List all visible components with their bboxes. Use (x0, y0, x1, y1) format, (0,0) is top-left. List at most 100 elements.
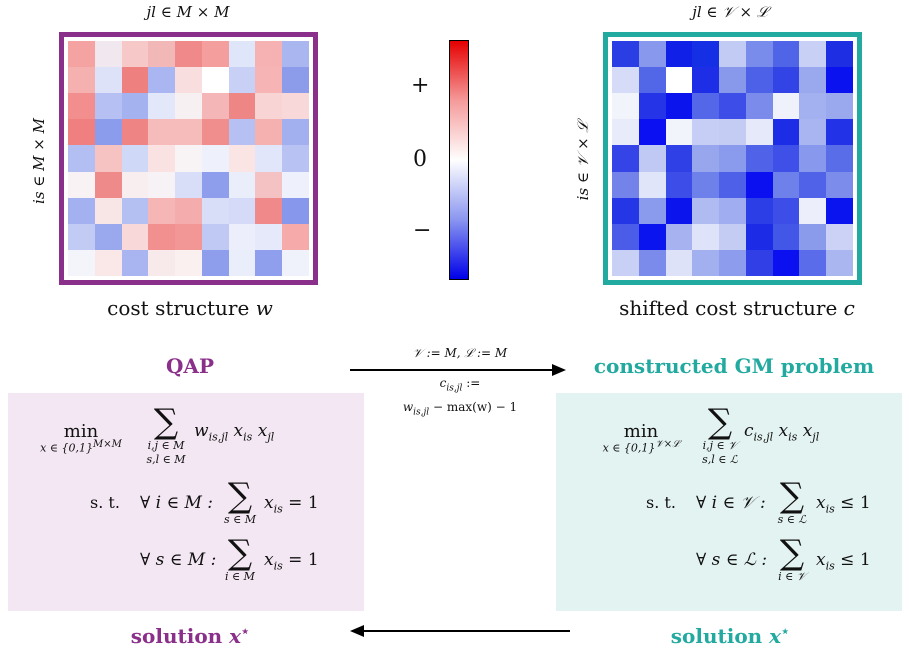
right-heatmap-cell (799, 145, 827, 172)
qap-c2-forall: ∀ s ∈ M : (140, 550, 217, 570)
left-heatmap-cell (201, 119, 229, 146)
qap-c1-lhs: xis = 1 (264, 493, 319, 516)
right-heatmap-cell (772, 119, 800, 146)
left-heatmap-cell (148, 171, 176, 198)
left-heatmap-cell (201, 93, 229, 120)
qap-c1-forall: ∀ i ∈ M : (140, 493, 214, 513)
right-heatmap-cell (612, 249, 639, 276)
left-heatmap-cell (201, 249, 229, 276)
right-heatmap-cell (826, 197, 853, 224)
left-heatmap-cell (121, 171, 149, 198)
right-heatmap-cell (799, 249, 827, 276)
left-heatmap-cell (255, 119, 283, 146)
gm-min-block: min x ∈ {0,1}𝒱×ℒ (586, 421, 696, 455)
solution-left: solution x⋆ (130, 624, 250, 648)
right-heatmap-cell (692, 249, 720, 276)
left-heatmap-cell (148, 93, 176, 120)
left-heatmap-cell (255, 145, 283, 172)
left-heatmap-cell (148, 119, 176, 146)
transform-line3: wis,jl − max(w) − 1 (350, 400, 570, 417)
right-heatmap-cell (638, 223, 666, 250)
right-heatmap-cell (665, 67, 693, 94)
transform-arrow-head (552, 364, 566, 376)
transform-shift: − max(w) − 1 (429, 400, 518, 414)
right-caption-var: c (843, 296, 855, 320)
right-heatmap-cell (719, 145, 746, 172)
gm-c1-forall: ∀ i ∈ 𝒱 : (696, 493, 766, 513)
right-heatmap-cell (745, 223, 773, 250)
right-heatmap-cell (772, 41, 800, 68)
right-heatmap-cell (799, 67, 827, 94)
right-heatmap-cell (638, 171, 666, 198)
left-heatmap-cell (94, 119, 122, 146)
right-heatmap-cell (665, 197, 693, 224)
left-heatmap-cell (121, 41, 149, 68)
gm-sum-sign: ∑ (707, 402, 733, 442)
right-heatmap-cell (719, 171, 746, 198)
right-heatmap-cell (665, 145, 693, 172)
right-heatmap-cell (612, 197, 639, 224)
left-heatmap-cell (282, 223, 309, 250)
right-heatmap-cell (665, 93, 693, 120)
left-heatmap-cell (228, 145, 256, 172)
left-heatmap-cell (68, 119, 95, 146)
right-heatmap-cell (772, 93, 800, 120)
left-heatmap-cell (228, 171, 256, 198)
right-heatmap-cell (745, 145, 773, 172)
left-heatmap-cell (121, 249, 149, 276)
right-heatmap-cell (612, 171, 639, 198)
left-heatmap-cell (228, 67, 256, 94)
solution-arrow-head (350, 625, 364, 637)
solution-arrow-shaft (362, 630, 570, 632)
left-heatmap-cell (255, 67, 283, 94)
right-heatmap-cell (612, 223, 639, 250)
right-heatmap-cell (638, 145, 666, 172)
colorbar-minus-label: − (413, 218, 432, 243)
right-matrix-side-label: is ∈ 𝒱 × ℒ (574, 121, 592, 201)
right-heatmap-cell (799, 171, 827, 198)
left-heatmap-cell (201, 41, 229, 68)
left-heatmap-cell (175, 223, 202, 250)
right-heatmap-cell (826, 67, 853, 94)
left-heatmap-cell (94, 41, 122, 68)
right-heatmap-cell (719, 41, 746, 68)
right-heatmap-cell (772, 67, 800, 94)
gm-min: min (623, 421, 659, 442)
solution-right: solution x⋆ (670, 624, 790, 648)
right-heatmap-cell (719, 119, 746, 146)
qap-min-block: min x ∈ {0,1}M×M (26, 421, 136, 455)
left-heatmap-cell (175, 145, 202, 172)
right-heatmap-cell (692, 93, 720, 120)
left-heatmap-cell (175, 119, 202, 146)
left-heatmap-cell (68, 223, 95, 250)
left-heatmap-cell (228, 119, 256, 146)
gm-sum-sub1: i,j ∈ 𝒱 (702, 439, 738, 452)
left-heatmap-cell (201, 223, 229, 250)
left-heatmap-cell (175, 93, 202, 120)
right-heatmap-cell (612, 41, 639, 68)
transform-arrow-shaft (350, 369, 554, 371)
qap-sum-block: ∑ i,j ∈ M s,l ∈ M (136, 405, 196, 467)
left-heatmap-cell (121, 223, 149, 250)
right-heatmap-cell (665, 249, 693, 276)
left-heatmap-cell (94, 67, 122, 94)
right-heatmap-cell (826, 223, 853, 250)
right-heatmap-cell (772, 171, 800, 198)
right-heatmap-cell (692, 145, 720, 172)
right-heatmap-cell (692, 41, 720, 68)
left-heatmap-cell (255, 171, 283, 198)
left-heatmap-cell (121, 119, 149, 146)
right-heatmap-cell (826, 119, 853, 146)
qap-sum-sub1: i,j ∈ M (147, 439, 185, 452)
left-heatmap-cell (148, 223, 176, 250)
right-heatmap-cell (692, 119, 720, 146)
left-heatmap-cell (175, 249, 202, 276)
left-heatmap-cell (148, 197, 176, 224)
right-heatmap-cell (665, 119, 693, 146)
transform-w-var: w (402, 400, 414, 414)
right-heatmap-cell (745, 171, 773, 198)
qap-sum-sign: ∑ (153, 402, 179, 442)
right-heatmap-cell (772, 197, 800, 224)
right-heatmap-cell (692, 171, 720, 198)
left-heatmap-cell (201, 67, 229, 94)
